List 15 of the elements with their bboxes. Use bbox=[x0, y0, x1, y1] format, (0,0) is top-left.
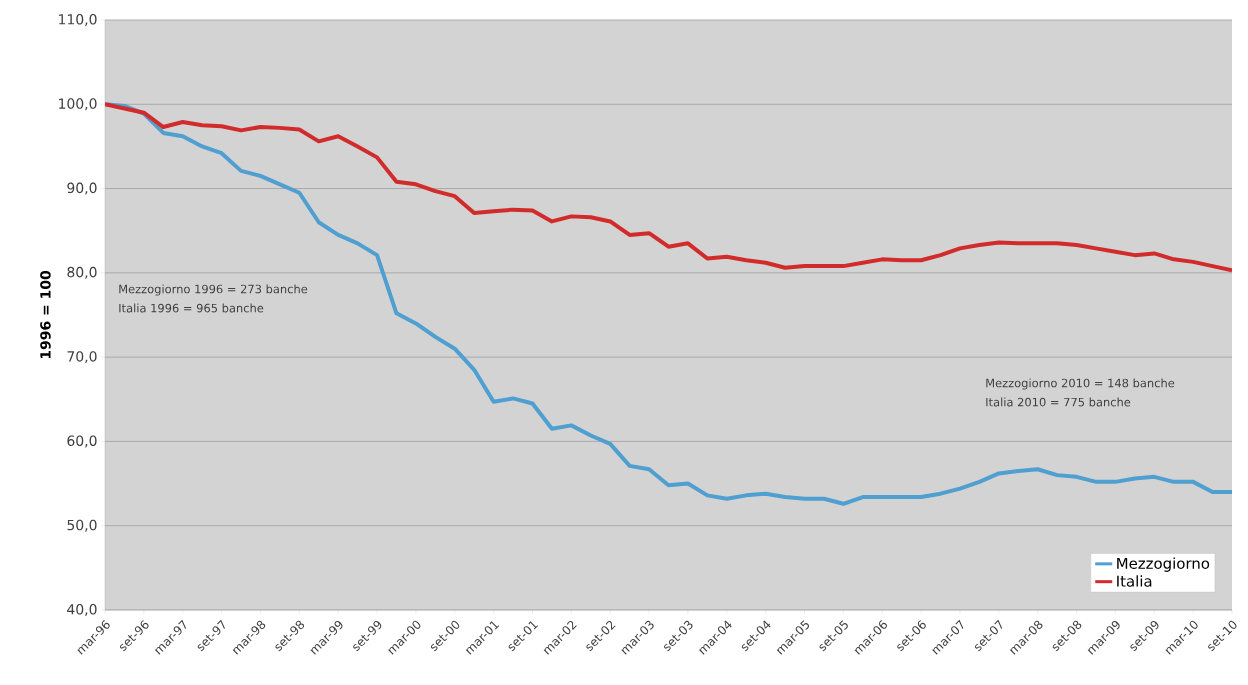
y-tick-label: 50,0 bbox=[67, 519, 97, 532]
annotation: Italia 1996 = 965 banche bbox=[119, 303, 264, 313]
y-axis-title: 1996 = 100 bbox=[40, 270, 51, 359]
legend-label: Mezzogiorno bbox=[1117, 557, 1210, 572]
annotation: Mezzogiorno 2010 = 148 banche bbox=[986, 378, 1175, 390]
y-tick-label: 100,0 bbox=[59, 98, 97, 111]
y-tick-label: 110,0 bbox=[59, 13, 97, 26]
legend-label: Italia bbox=[1117, 575, 1152, 587]
y-tick-label: 70,0 bbox=[67, 351, 97, 364]
y-tick-label: 40,0 bbox=[67, 603, 97, 616]
annotation: Mezzogiorno 1996 = 273 banche bbox=[119, 284, 308, 296]
annotation: Italia 2010 = 775 banche bbox=[986, 397, 1131, 407]
y-tick-label: 90,0 bbox=[67, 182, 97, 195]
y-tick-label: 60,0 bbox=[67, 435, 97, 448]
y-tick-label: 80,0 bbox=[67, 266, 97, 279]
